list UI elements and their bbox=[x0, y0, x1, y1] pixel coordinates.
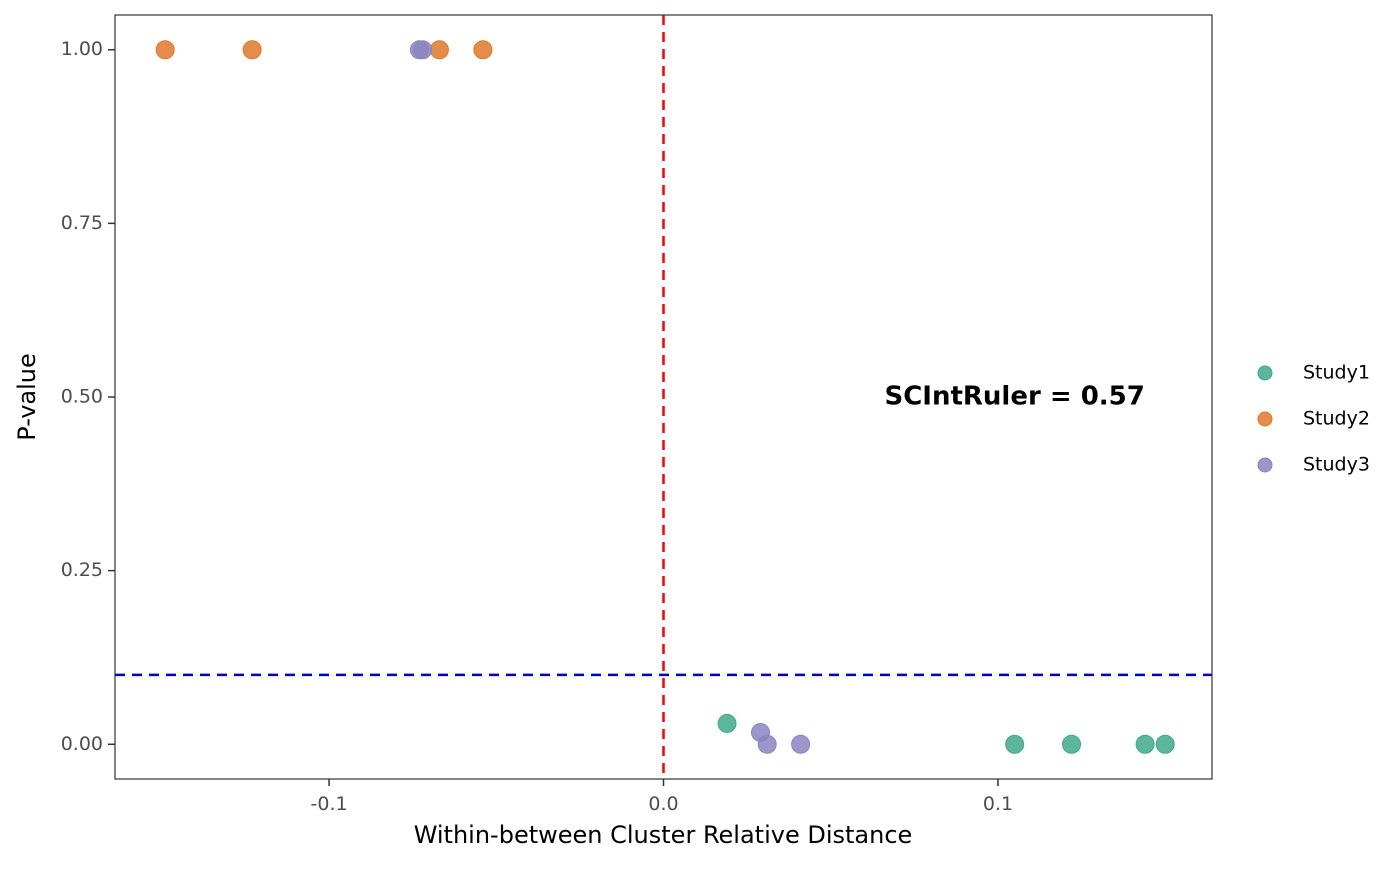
y-tick-label: 1.00 bbox=[61, 38, 103, 60]
point-study1 bbox=[717, 713, 737, 733]
point-study1 bbox=[1135, 734, 1155, 754]
point-study2 bbox=[473, 40, 493, 60]
y-tick-label: 0.25 bbox=[61, 559, 103, 581]
y-tick-label: 0.50 bbox=[61, 386, 103, 408]
point-study3 bbox=[757, 734, 777, 754]
y-tick-label: 0.75 bbox=[61, 212, 103, 234]
legend-key-study3 bbox=[1257, 457, 1273, 473]
legend-key-study1 bbox=[1257, 365, 1273, 381]
x-tick-label: 0.0 bbox=[648, 793, 678, 815]
point-study1 bbox=[1062, 734, 1082, 754]
y-tick-label: 0.00 bbox=[61, 733, 103, 755]
y-axis-title: P-value bbox=[13, 353, 41, 441]
legend-label-study3: Study3 bbox=[1303, 454, 1370, 476]
legend-label-study2: Study2 bbox=[1303, 408, 1370, 430]
point-study1 bbox=[1155, 734, 1175, 754]
scintruler-annotation: SCIntRuler = 0.57 bbox=[884, 382, 1144, 412]
data-points bbox=[155, 40, 1175, 754]
point-study2 bbox=[429, 40, 449, 60]
x-tick-label: -0.1 bbox=[311, 793, 348, 815]
point-study2 bbox=[155, 40, 175, 60]
legend-key-study2 bbox=[1257, 411, 1273, 427]
x-tick-label: 0.1 bbox=[983, 793, 1013, 815]
x-axis: -0.1 0.0 0.1 bbox=[311, 779, 1013, 815]
legend-label-study1: Study1 bbox=[1303, 362, 1370, 384]
point-study2 bbox=[242, 40, 262, 60]
y-axis: 0.00 0.25 0.50 0.75 1.00 bbox=[61, 38, 115, 755]
reference-lines bbox=[115, 15, 1212, 779]
point-study1 bbox=[1005, 734, 1025, 754]
point-study3 bbox=[791, 734, 811, 754]
legend: Study1 Study2 Study3 bbox=[1257, 362, 1370, 476]
x-axis-title: Within-between Cluster Relative Distance bbox=[414, 821, 913, 849]
point-study3 bbox=[413, 40, 433, 60]
